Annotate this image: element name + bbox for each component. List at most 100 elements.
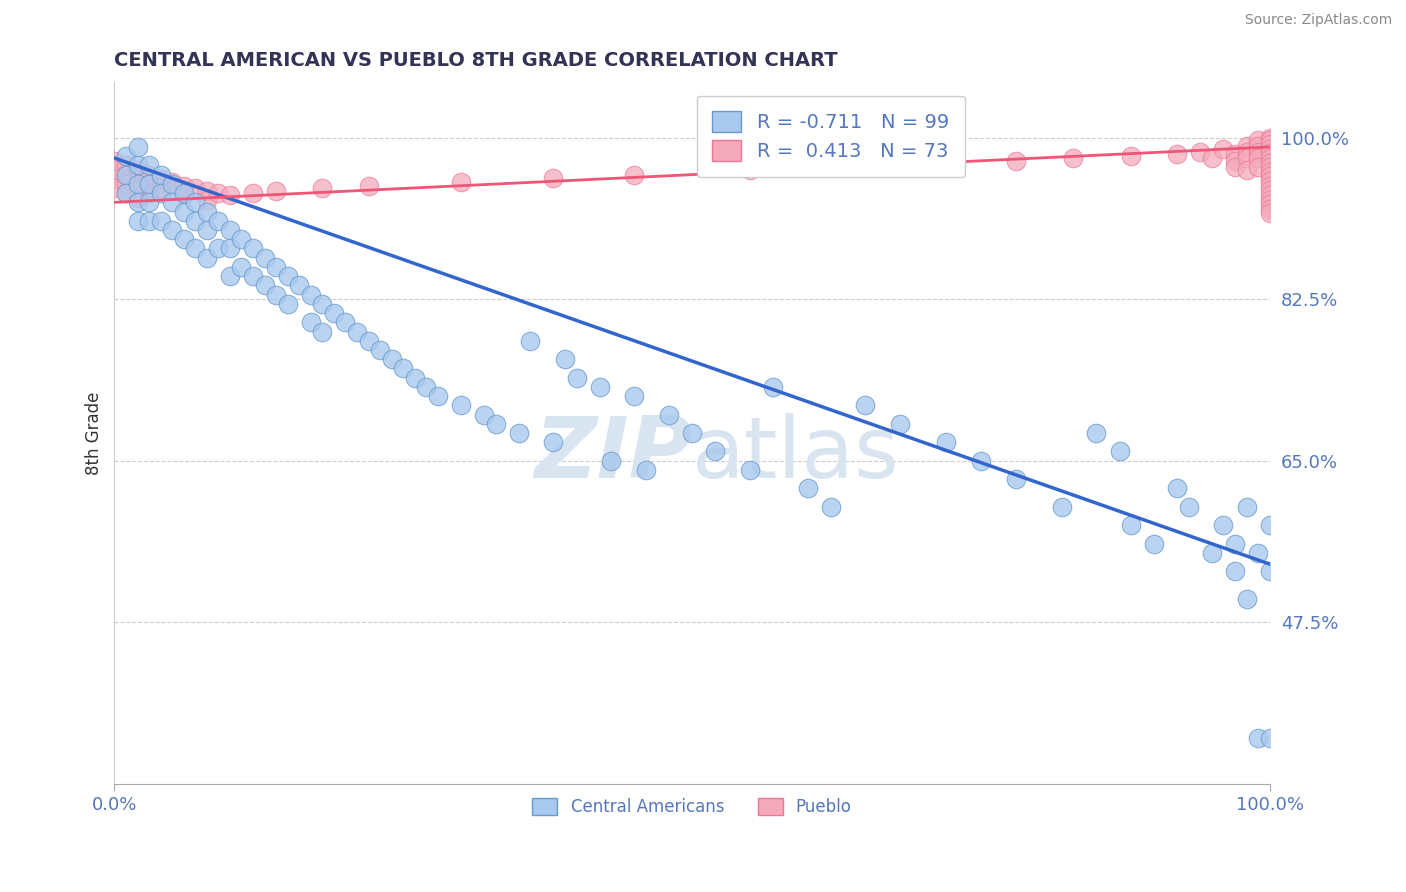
Point	[1050, 500, 1073, 514]
Point	[149, 214, 172, 228]
Point	[681, 425, 703, 440]
Point	[127, 163, 149, 178]
Point	[1258, 146, 1281, 161]
Text: atlas: atlas	[692, 413, 900, 496]
Point	[1189, 145, 1212, 159]
Point	[138, 195, 160, 210]
Point	[853, 161, 876, 175]
Point	[311, 325, 333, 339]
Text: Source: ZipAtlas.com: Source: ZipAtlas.com	[1244, 13, 1392, 28]
Point	[231, 260, 253, 274]
Point	[1258, 151, 1281, 165]
Point	[1258, 178, 1281, 193]
Point	[264, 260, 287, 274]
Point	[127, 191, 149, 205]
Point	[173, 178, 195, 193]
Point	[1247, 161, 1270, 175]
Point	[138, 177, 160, 191]
Point	[1258, 174, 1281, 188]
Point	[160, 223, 183, 237]
Point	[138, 158, 160, 172]
Point	[127, 181, 149, 195]
Point	[1108, 444, 1130, 458]
Point	[103, 163, 125, 178]
Point	[1119, 149, 1142, 163]
Point	[219, 223, 242, 237]
Point	[357, 334, 380, 348]
Point	[623, 389, 645, 403]
Point	[195, 204, 218, 219]
Point	[381, 352, 404, 367]
Point	[127, 195, 149, 210]
Point	[565, 370, 588, 384]
Point	[160, 195, 183, 210]
Point	[115, 168, 138, 182]
Point	[1212, 518, 1234, 533]
Point	[1236, 145, 1258, 159]
Point	[554, 352, 576, 367]
Point	[1223, 153, 1246, 168]
Point	[127, 177, 149, 191]
Point	[543, 171, 565, 186]
Point	[426, 389, 449, 403]
Point	[1247, 139, 1270, 153]
Point	[1201, 546, 1223, 560]
Point	[1258, 202, 1281, 216]
Point	[1258, 183, 1281, 197]
Point	[149, 181, 172, 195]
Point	[242, 186, 264, 200]
Point	[253, 278, 276, 293]
Point	[658, 408, 681, 422]
Point	[1247, 546, 1270, 560]
Point	[195, 251, 218, 265]
Point	[115, 177, 138, 191]
Point	[357, 178, 380, 193]
Point	[149, 186, 172, 200]
Point	[184, 242, 207, 256]
Point	[115, 158, 138, 172]
Point	[184, 214, 207, 228]
Point	[160, 177, 183, 191]
Point	[1258, 731, 1281, 745]
Point	[1258, 197, 1281, 211]
Point	[738, 463, 761, 477]
Point	[1258, 518, 1281, 533]
Point	[970, 454, 993, 468]
Point	[184, 195, 207, 210]
Point	[415, 380, 437, 394]
Point	[264, 184, 287, 198]
Point	[1236, 151, 1258, 165]
Point	[634, 463, 657, 477]
Point	[853, 398, 876, 412]
Point	[1236, 592, 1258, 607]
Point	[115, 149, 138, 163]
Point	[1166, 482, 1188, 496]
Point	[1258, 130, 1281, 145]
Point	[311, 181, 333, 195]
Point	[299, 287, 322, 301]
Point	[1223, 161, 1246, 175]
Point	[219, 188, 242, 202]
Point	[335, 315, 357, 329]
Point	[253, 251, 276, 265]
Point	[1258, 133, 1281, 147]
Point	[115, 186, 138, 200]
Point	[820, 500, 842, 514]
Point	[588, 380, 610, 394]
Point	[103, 181, 125, 195]
Point	[138, 186, 160, 200]
Point	[173, 232, 195, 246]
Point	[138, 214, 160, 228]
Point	[173, 204, 195, 219]
Point	[392, 361, 415, 376]
Point	[600, 454, 623, 468]
Point	[1258, 165, 1281, 179]
Point	[1236, 500, 1258, 514]
Point	[311, 297, 333, 311]
Point	[368, 343, 391, 357]
Point	[450, 398, 472, 412]
Point	[184, 181, 207, 195]
Point	[519, 334, 541, 348]
Point	[704, 444, 727, 458]
Point	[1236, 139, 1258, 153]
